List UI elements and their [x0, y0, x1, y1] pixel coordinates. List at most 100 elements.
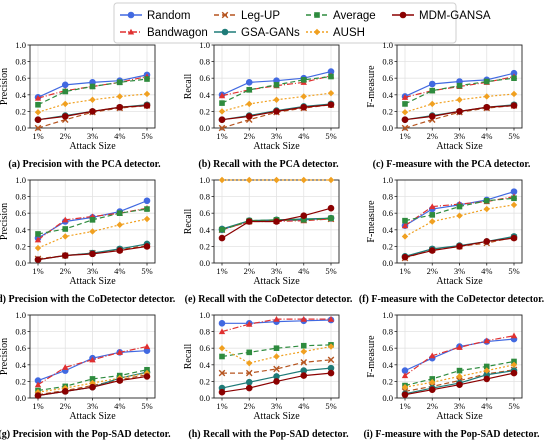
series-line	[221, 345, 332, 364]
data-point	[246, 87, 253, 93]
legend-label: GSA-GANs	[241, 27, 300, 39]
data-point	[402, 101, 408, 107]
y-tick-label: 0.0	[15, 123, 26, 133]
y-tick-label: 0.6	[382, 343, 393, 353]
y-axis-label: Recall	[183, 74, 194, 100]
x-tick-label: 2%	[60, 131, 71, 141]
x-tick-label: 1%	[32, 266, 43, 276]
data-point	[89, 217, 96, 223]
data-point	[429, 212, 436, 218]
marker-stroke	[221, 11, 229, 19]
x-axis-label: Attack Size	[436, 276, 483, 287]
data-point	[401, 109, 409, 116]
y-tick-label: 0.6	[15, 208, 26, 218]
data-point	[219, 100, 225, 106]
x-tick-label: 5%	[325, 401, 336, 411]
legend-entry-bandwagon: Bandwagon	[120, 27, 208, 39]
x-axis-label: Attack Size	[69, 141, 116, 152]
data-point	[35, 101, 41, 108]
x-axis-label: Attack Size	[69, 276, 116, 287]
data-point	[116, 349, 123, 355]
y-tick-label: 0.8	[199, 192, 210, 202]
y-tick-label: 0.6	[382, 73, 393, 83]
legend-label: MDM-GANSA	[419, 10, 491, 22]
data-point	[34, 256, 42, 263]
y-tick-label: 0.4	[15, 90, 26, 100]
data-point	[34, 124, 42, 132]
chart-panel-i: 0.0 0.2 0.4 0.6 0.8 1.0 1% 2% 3% 4% 5% Attack Size F…	[363, 310, 540, 440]
data-point	[483, 367, 490, 374]
data-point	[300, 93, 307, 100]
data-point	[89, 383, 96, 391]
y-tick-label: 0.0	[382, 123, 393, 133]
panel-caption: (f) F-measure with the CoDetector detect…	[359, 294, 545, 305]
y-tick-label: 0.6	[15, 73, 26, 83]
series-gsa-gans	[218, 364, 335, 392]
x-tick-label: 1%	[399, 266, 410, 276]
y-tick-label: 0.4	[15, 360, 26, 370]
data-point	[300, 348, 307, 355]
y-tick-label: 1.0	[382, 175, 393, 185]
data-point	[143, 90, 151, 98]
data-point	[429, 376, 436, 382]
data-point	[116, 79, 123, 86]
data-point	[300, 342, 307, 349]
data-point	[483, 337, 490, 344]
x-tick-label: 4%	[298, 266, 309, 276]
data-point	[300, 77, 307, 83]
data-point	[456, 96, 463, 103]
data-point	[218, 176, 226, 184]
y-tick-label: 0.2	[382, 106, 393, 116]
data-point	[218, 328, 226, 335]
data-point	[401, 233, 409, 240]
data-point	[34, 244, 42, 252]
data-point	[483, 363, 490, 370]
x-tick-label: 3%	[454, 131, 465, 141]
data-point	[219, 227, 225, 233]
data-point	[327, 369, 335, 377]
series-line	[37, 372, 148, 393]
data-point	[510, 234, 518, 242]
chart-panel-h: 0.0 0.2 0.4 0.6 0.8 1.0 1% 2% 3% 4% 5% Attack Size R…	[183, 310, 349, 440]
y-tick-label: 0.6	[382, 208, 393, 218]
y-tick-label: 1.0	[15, 310, 26, 320]
data-point	[429, 352, 436, 359]
chart-panel-b: 0.0 0.2 0.4 0.6 0.8 1.0 1% 2% 3% 4% 5% Attack Size R…	[183, 40, 340, 170]
x-tick-label: 2%	[244, 266, 255, 276]
panel-caption: (e) Recall with the CoDetector detector.	[185, 294, 353, 305]
series-bandwagon	[218, 315, 335, 335]
data-point	[219, 353, 225, 360]
legend-entry-gsa-gans: GSA-GANs	[214, 27, 300, 39]
y-tick-label: 0.4	[199, 225, 210, 235]
y-tick-label: 0.4	[199, 360, 210, 370]
data-point	[62, 100, 69, 108]
data-point	[300, 372, 308, 379]
y-tick-label: 0.8	[15, 192, 26, 202]
x-tick-label: 2%	[60, 266, 71, 276]
y-tick-label: 1.0	[199, 40, 210, 50]
data-point	[34, 392, 42, 399]
data-point	[144, 76, 150, 82]
data-point	[401, 222, 409, 229]
x-tick-label: 4%	[298, 131, 309, 141]
x-tick-label: 4%	[481, 401, 492, 411]
series-average	[402, 195, 517, 224]
data-point	[456, 203, 463, 210]
data-point	[273, 345, 280, 351]
data-point	[483, 78, 490, 85]
y-axis-label: Recall	[183, 209, 194, 235]
data-point	[401, 124, 409, 132]
data-point	[34, 109, 42, 116]
data-point	[327, 315, 335, 322]
data-point	[218, 108, 226, 115]
x-tick-label: 3%	[271, 131, 282, 141]
x-tick-label: 2%	[60, 401, 71, 411]
data-point	[327, 343, 335, 350]
data-point	[429, 100, 436, 108]
series-aush	[401, 201, 518, 240]
data-point	[218, 124, 226, 132]
x-tick-label: 5%	[325, 131, 336, 141]
data-point	[483, 197, 490, 204]
series-line	[221, 92, 332, 112]
data-point	[245, 79, 253, 86]
